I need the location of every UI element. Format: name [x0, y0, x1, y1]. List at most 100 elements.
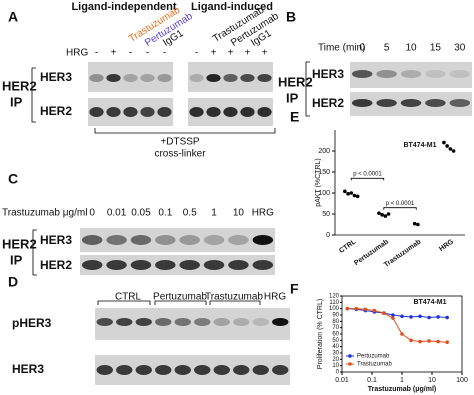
- blot-label: HER3: [12, 362, 44, 376]
- bracket: [32, 229, 37, 276]
- point: [427, 339, 431, 343]
- series-line: [347, 308, 448, 343]
- dot: [377, 211, 381, 215]
- panel-letter: B: [286, 9, 296, 25]
- band: [228, 260, 249, 270]
- panel-letter: A: [8, 9, 18, 25]
- band: [400, 70, 422, 78]
- point: [409, 338, 413, 343]
- lane-label: -: [163, 48, 166, 59]
- blot-label: HER3: [312, 67, 344, 81]
- dot: [349, 191, 354, 195]
- band: [376, 70, 397, 78]
- y-tick-label: 50: [332, 338, 339, 344]
- lane-label: 0.01: [107, 208, 127, 219]
- band: [155, 365, 172, 375]
- band: [223, 107, 238, 117]
- annotation: p < 0.0001: [353, 172, 382, 178]
- dot: [412, 221, 417, 226]
- band: [174, 365, 191, 375]
- band: [157, 107, 172, 117]
- y-tick-label: 120: [329, 294, 340, 300]
- band: [233, 365, 250, 375]
- band: [89, 74, 104, 82]
- band: [135, 365, 152, 375]
- y-tick-label: 60: [332, 332, 339, 338]
- band: [425, 99, 446, 107]
- lane-label: +: [262, 48, 268, 59]
- blot: [88, 62, 173, 92]
- band: [240, 107, 255, 117]
- band: [179, 260, 200, 270]
- lane-label: -: [195, 48, 198, 59]
- point: [445, 340, 449, 345]
- band: [257, 107, 272, 117]
- chart-title: BT474-M1: [403, 142, 436, 149]
- band: [252, 318, 269, 326]
- band: [272, 365, 289, 375]
- band: [194, 318, 211, 326]
- blot-label: HER2: [312, 96, 344, 110]
- dot: [416, 222, 420, 227]
- dot: [445, 144, 449, 148]
- blot-label: HER2: [40, 258, 72, 272]
- group-label: CTRL: [115, 292, 142, 303]
- bracket: [94, 128, 276, 134]
- point: [345, 306, 350, 311]
- band: [233, 318, 250, 326]
- band: [155, 318, 172, 326]
- band: [449, 99, 471, 107]
- y-tick-label: 0: [326, 232, 330, 239]
- lane-label: +: [228, 48, 234, 59]
- ip-label: IP: [10, 94, 23, 109]
- band: [189, 74, 204, 82]
- lane-label: -: [95, 48, 98, 59]
- y-tick-label: 70: [332, 325, 339, 331]
- band: [228, 235, 249, 245]
- row-label: HRG: [66, 48, 88, 59]
- point: [354, 306, 359, 311]
- y-tick-label: 50: [322, 211, 330, 218]
- band: [206, 107, 221, 117]
- band: [135, 318, 152, 326]
- band: [203, 235, 225, 245]
- band: [140, 74, 155, 82]
- ip-label: HER2: [278, 74, 313, 89]
- point: [436, 339, 440, 344]
- y-tick-label: 90: [332, 313, 339, 319]
- panel-letter: F: [290, 281, 299, 297]
- band: [174, 318, 191, 326]
- band: [106, 107, 121, 117]
- y-axis-label: pAKT (%CTRL): [315, 158, 322, 207]
- band: [376, 99, 397, 107]
- band: [223, 74, 238, 82]
- blot-label: pHER3: [12, 316, 52, 330]
- legend-label: Trastuzumab: [357, 362, 392, 368]
- band: [203, 260, 225, 270]
- band: [400, 99, 422, 107]
- blot-label: HER2: [40, 104, 72, 118]
- band: [240, 74, 255, 82]
- lane-label: 10: [405, 43, 417, 54]
- dot: [383, 214, 388, 218]
- legend-label: Pertuzumab: [357, 354, 390, 360]
- lane-label: HRG: [252, 208, 274, 219]
- blot: [80, 255, 275, 275]
- ip-label: IP: [10, 252, 23, 267]
- ip-label: HER2: [2, 78, 37, 93]
- band: [116, 365, 133, 375]
- bracket: [305, 61, 310, 117]
- x-tick-label: 0.01: [335, 377, 349, 384]
- band: [189, 107, 204, 117]
- point: [363, 307, 368, 312]
- note: cross-linker: [154, 149, 206, 160]
- point: [436, 315, 440, 319]
- band: [194, 365, 211, 375]
- lane-label: 0.1: [158, 208, 172, 219]
- point: [400, 314, 404, 319]
- point: [409, 315, 413, 319]
- dot: [386, 212, 391, 216]
- band: [213, 365, 230, 375]
- ip-label: HER2: [2, 236, 37, 251]
- group-label: Trastuzumab: [205, 292, 263, 303]
